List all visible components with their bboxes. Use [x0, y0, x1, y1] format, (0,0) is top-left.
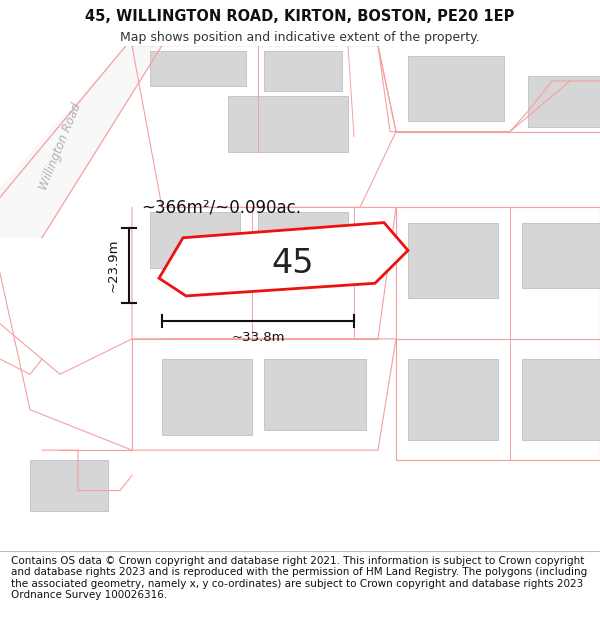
Text: Contains OS data © Crown copyright and database right 2021. This information is : Contains OS data © Crown copyright and d… [11, 556, 587, 601]
Polygon shape [228, 96, 348, 152]
Polygon shape [264, 359, 366, 430]
Polygon shape [159, 222, 408, 296]
Polygon shape [522, 222, 600, 288]
Polygon shape [150, 51, 246, 86]
Polygon shape [258, 213, 348, 263]
Polygon shape [150, 213, 240, 268]
Polygon shape [408, 56, 504, 121]
Polygon shape [264, 51, 342, 91]
Text: 45: 45 [271, 246, 314, 279]
Polygon shape [408, 222, 498, 298]
Text: Willington Road: Willington Road [37, 101, 83, 192]
Polygon shape [30, 460, 108, 511]
Text: ~33.8m: ~33.8m [231, 331, 285, 344]
Polygon shape [162, 359, 252, 435]
Polygon shape [522, 359, 600, 440]
Polygon shape [0, 46, 162, 238]
Polygon shape [528, 76, 600, 126]
Polygon shape [408, 359, 498, 440]
Text: ~23.9m: ~23.9m [107, 239, 120, 292]
Text: ~366m²/~0.090ac.: ~366m²/~0.090ac. [141, 198, 301, 216]
Text: Map shows position and indicative extent of the property.: Map shows position and indicative extent… [120, 31, 480, 44]
Text: 45, WILLINGTON ROAD, KIRTON, BOSTON, PE20 1EP: 45, WILLINGTON ROAD, KIRTON, BOSTON, PE2… [85, 9, 515, 24]
